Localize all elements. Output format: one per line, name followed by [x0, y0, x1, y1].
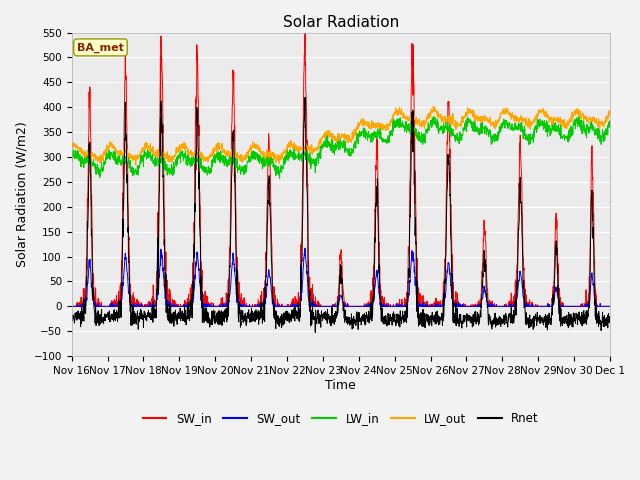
- SW_out: [559, 303, 566, 309]
- Line: Rnet: Rnet: [72, 97, 610, 333]
- SW_in: [218, 300, 226, 306]
- LW_in: [68, 150, 76, 156]
- Title: Solar Radiation: Solar Radiation: [283, 15, 399, 30]
- Y-axis label: Solar Radiation (W/m2): Solar Radiation (W/m2): [15, 121, 28, 267]
- LW_out: [132, 162, 140, 168]
- Rnet: [606, 317, 614, 323]
- LW_out: [498, 110, 506, 116]
- SW_in: [356, 303, 364, 309]
- Rnet: [68, 312, 76, 318]
- SW_out: [301, 245, 309, 251]
- LW_in: [573, 123, 581, 129]
- SW_out: [68, 303, 76, 309]
- LW_out: [429, 104, 437, 109]
- SW_in: [573, 303, 581, 309]
- Line: LW_out: LW_out: [72, 107, 610, 165]
- LW_out: [356, 120, 364, 126]
- LW_out: [368, 124, 376, 130]
- LW_in: [368, 132, 376, 138]
- Rnet: [357, 318, 365, 324]
- LW_in: [218, 155, 226, 161]
- SW_out: [573, 303, 581, 309]
- SW_out: [368, 300, 376, 305]
- SW_out: [606, 303, 614, 309]
- Line: LW_in: LW_in: [72, 115, 610, 179]
- LW_in: [559, 136, 566, 142]
- SW_in: [301, 30, 309, 36]
- Line: SW_in: SW_in: [72, 33, 610, 306]
- LW_in: [356, 133, 364, 139]
- Legend: SW_in, SW_out, LW_in, LW_out, Rnet: SW_in, SW_out, LW_in, LW_out, Rnet: [138, 408, 543, 430]
- LW_in: [575, 112, 582, 118]
- Rnet: [218, 312, 226, 318]
- Line: SW_out: SW_out: [72, 248, 610, 306]
- Rnet: [301, 95, 309, 100]
- Rnet: [498, 321, 506, 326]
- SW_in: [497, 303, 505, 309]
- LW_in: [497, 120, 505, 126]
- LW_out: [68, 143, 76, 149]
- X-axis label: Time: Time: [326, 379, 356, 392]
- SW_out: [218, 302, 226, 308]
- SW_out: [356, 303, 364, 309]
- LW_out: [574, 108, 582, 114]
- LW_out: [218, 140, 226, 146]
- Rnet: [312, 330, 319, 336]
- LW_out: [559, 122, 566, 128]
- LW_out: [606, 108, 614, 114]
- LW_in: [606, 120, 614, 125]
- SW_out: [497, 303, 505, 309]
- Rnet: [369, 314, 376, 320]
- Text: BA_met: BA_met: [77, 42, 124, 52]
- SW_in: [368, 288, 376, 294]
- SW_in: [559, 303, 566, 309]
- SW_in: [68, 303, 76, 309]
- Rnet: [559, 315, 566, 321]
- LW_in: [276, 176, 284, 181]
- SW_in: [606, 303, 614, 309]
- Rnet: [574, 313, 582, 319]
